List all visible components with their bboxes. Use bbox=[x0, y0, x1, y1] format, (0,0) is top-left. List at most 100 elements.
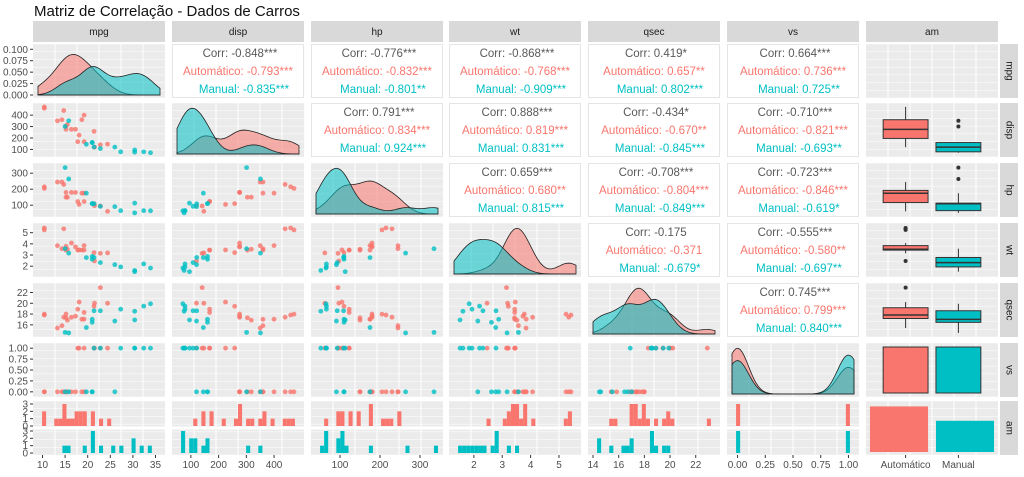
scatter-point-disp-mpg-automatico bbox=[79, 117, 85, 123]
histogram-bar-mpg-1 bbox=[62, 445, 67, 453]
scatter-point-vs-wt-automatico bbox=[512, 389, 517, 395]
scatter-point-hp-disp-automatico bbox=[245, 194, 250, 200]
scatter-point-vs-disp-manual bbox=[258, 389, 263, 395]
scatter-point-disp-mpg-manual bbox=[62, 124, 68, 129]
histogram-bar-disp-0 bbox=[246, 418, 251, 426]
scatter-point-hp-mpg-automatico bbox=[63, 190, 69, 195]
scatter-point-qsec-disp-manual bbox=[258, 330, 263, 336]
histogram-bar-wt-1 bbox=[515, 445, 520, 453]
box-outlier-disp-1 bbox=[956, 118, 961, 123]
scatter-point-hp-mpg-automatico bbox=[55, 179, 60, 185]
scatter-point-disp-mpg-manual bbox=[89, 140, 95, 145]
row-strip-hp bbox=[1000, 163, 1018, 217]
scatter-point-vs-disp-automatico bbox=[223, 345, 228, 351]
x-tick-label-qsec: 20 bbox=[664, 460, 676, 471]
corr-automatico-mpg-qsec: Automático: 0.657** bbox=[603, 66, 705, 78]
histogram-bar-wt-0 bbox=[506, 411, 511, 426]
scatter-point-qsec-disp-automatico bbox=[260, 316, 266, 322]
corr-manual-mpg-vs: Manual: 0.725** bbox=[758, 84, 840, 96]
scatter-point-qsec-mpg-automatico bbox=[73, 313, 78, 319]
scatter-point-disp-mpg-manual bbox=[141, 149, 147, 155]
scatter-point-vs-wt-manual bbox=[480, 345, 486, 351]
scatter-point-wt-disp-automatico bbox=[207, 247, 213, 253]
histogram-bar-mpg-1 bbox=[139, 445, 144, 453]
scatter-point-hp-disp-automatico bbox=[199, 203, 205, 209]
histogram-bar-wt-1 bbox=[494, 431, 499, 453]
histogram-bar-wt-0 bbox=[515, 404, 520, 426]
scatter-point-hp-mpg-automatico bbox=[63, 194, 69, 200]
panel-hp-vs bbox=[727, 163, 859, 217]
density-mpg-manual bbox=[37, 66, 161, 96]
scatter-point-wt-hp-automatico bbox=[322, 250, 328, 256]
row-strip-disp bbox=[1000, 103, 1018, 157]
y-tick-label-vs: 0.75 bbox=[9, 355, 29, 366]
x-tick-label-vs: 0.50 bbox=[783, 460, 803, 471]
corr-automatico-disp-hp: Automático: 0.834*** bbox=[324, 125, 431, 137]
scatter-point-disp-mpg-automatico bbox=[97, 142, 103, 148]
chart-title: Matriz de Correlação - Dados de Carros bbox=[34, 3, 300, 20]
scatter-point-hp-mpg-automatico bbox=[41, 184, 47, 190]
histogram-bar-mpg-0 bbox=[54, 418, 59, 426]
scatter-point-vs-wt-manual bbox=[493, 389, 499, 395]
histogram-bar-wt-1 bbox=[466, 445, 471, 453]
scatter-point-qsec-wt-automatico bbox=[512, 315, 517, 321]
scatter-point-qsec-wt-manual bbox=[466, 301, 472, 307]
column-strip-wt bbox=[449, 21, 581, 42]
scatter-point-wt-disp-automatico bbox=[257, 243, 263, 249]
histogram-bar-mpg-1 bbox=[111, 445, 116, 453]
box-wt-0 bbox=[882, 245, 929, 251]
x-tick-label-am: Manual bbox=[942, 460, 975, 471]
panel-wt-qsec bbox=[588, 223, 720, 277]
scatter-point-hp-mpg-manual bbox=[62, 165, 68, 171]
scatter-point-wt-mpg-automatico bbox=[81, 243, 87, 248]
x-tick-label-qsec: 16 bbox=[613, 460, 625, 471]
histogram-bar-hp-1 bbox=[405, 445, 410, 453]
scatter-point-hp-mpg-automatico bbox=[105, 208, 110, 214]
scatter-point-disp-mpg-manual bbox=[118, 149, 124, 155]
histogram-bar-disp-0 bbox=[290, 418, 295, 426]
histogram-bar-wt-1 bbox=[470, 445, 475, 453]
scatter-point-vs-disp-manual bbox=[205, 389, 210, 395]
corr-manual-disp-wt: Manual: 0.831*** bbox=[478, 143, 565, 155]
corr-overall-disp-vs: Corr: -0.710*** bbox=[758, 107, 833, 119]
scatter-point-qsec-wt-automatico bbox=[566, 314, 572, 320]
scatter-point-wt-mpg-automatico bbox=[81, 247, 87, 253]
column-strip-label-am: am bbox=[925, 27, 939, 38]
y-tick-label-am: 1 bbox=[22, 414, 28, 425]
scatter-point-wt-mpg-automatico bbox=[55, 243, 60, 249]
histogram-bar-wt-1 bbox=[474, 445, 479, 453]
histogram-bar-vs-1 bbox=[736, 431, 741, 453]
x-tick-label-mpg: 30 bbox=[127, 460, 139, 471]
x-tick-label-mpg: 25 bbox=[105, 460, 117, 471]
x-tick-label-mpg: 35 bbox=[150, 460, 162, 471]
scatter-point-wt-mpg-manual bbox=[62, 246, 68, 252]
gridlines bbox=[33, 222, 165, 278]
scatter-point-vs-qsec-manual bbox=[653, 345, 659, 351]
corr-manual-disp-vs: Manual: -0.693** bbox=[756, 143, 842, 155]
gridlines bbox=[33, 342, 165, 398]
scatter-point-vs-mpg-manual bbox=[112, 389, 118, 395]
scatter-point-vs-disp-manual bbox=[182, 345, 188, 351]
scatter-point-qsec-wt-manual bbox=[477, 303, 482, 309]
histogram-bar-mpg-0 bbox=[78, 411, 83, 426]
column-strip-am bbox=[866, 21, 998, 42]
column-strip-disp bbox=[172, 21, 304, 42]
y-tick-label-qsec: 22 bbox=[17, 288, 29, 299]
scatter-point-vs-mpg-manual bbox=[97, 345, 103, 351]
scatter-point-vs-qsec-automatico bbox=[704, 345, 710, 351]
corr-manual-hp-wt: Manual: 0.815*** bbox=[478, 203, 565, 215]
histogram-bar-qsec-1 bbox=[662, 445, 667, 453]
scatter-point-qsec-wt-automatico bbox=[530, 314, 535, 320]
scatter-point-disp-mpg-manual bbox=[91, 144, 97, 150]
scatter-point-vs-qsec-manual bbox=[649, 345, 655, 351]
scatter-point-wt-disp-automatico bbox=[237, 243, 243, 249]
scatter-point-vs-mpg-automatico bbox=[55, 389, 60, 395]
scatter-point-vs-mpg-manual bbox=[66, 389, 72, 395]
scatter-point-qsec-disp-manual bbox=[205, 316, 210, 322]
scatter-point-vs-disp-automatico bbox=[282, 389, 288, 395]
y-tick-label-wt: 4 bbox=[22, 239, 28, 250]
scatter-point-vs-mpg-manual bbox=[118, 345, 124, 351]
gridlines bbox=[172, 342, 304, 398]
corr-automatico-hp-wt: Automático: 0.680** bbox=[464, 185, 566, 197]
y-tick-label-am: 2 bbox=[22, 407, 28, 418]
